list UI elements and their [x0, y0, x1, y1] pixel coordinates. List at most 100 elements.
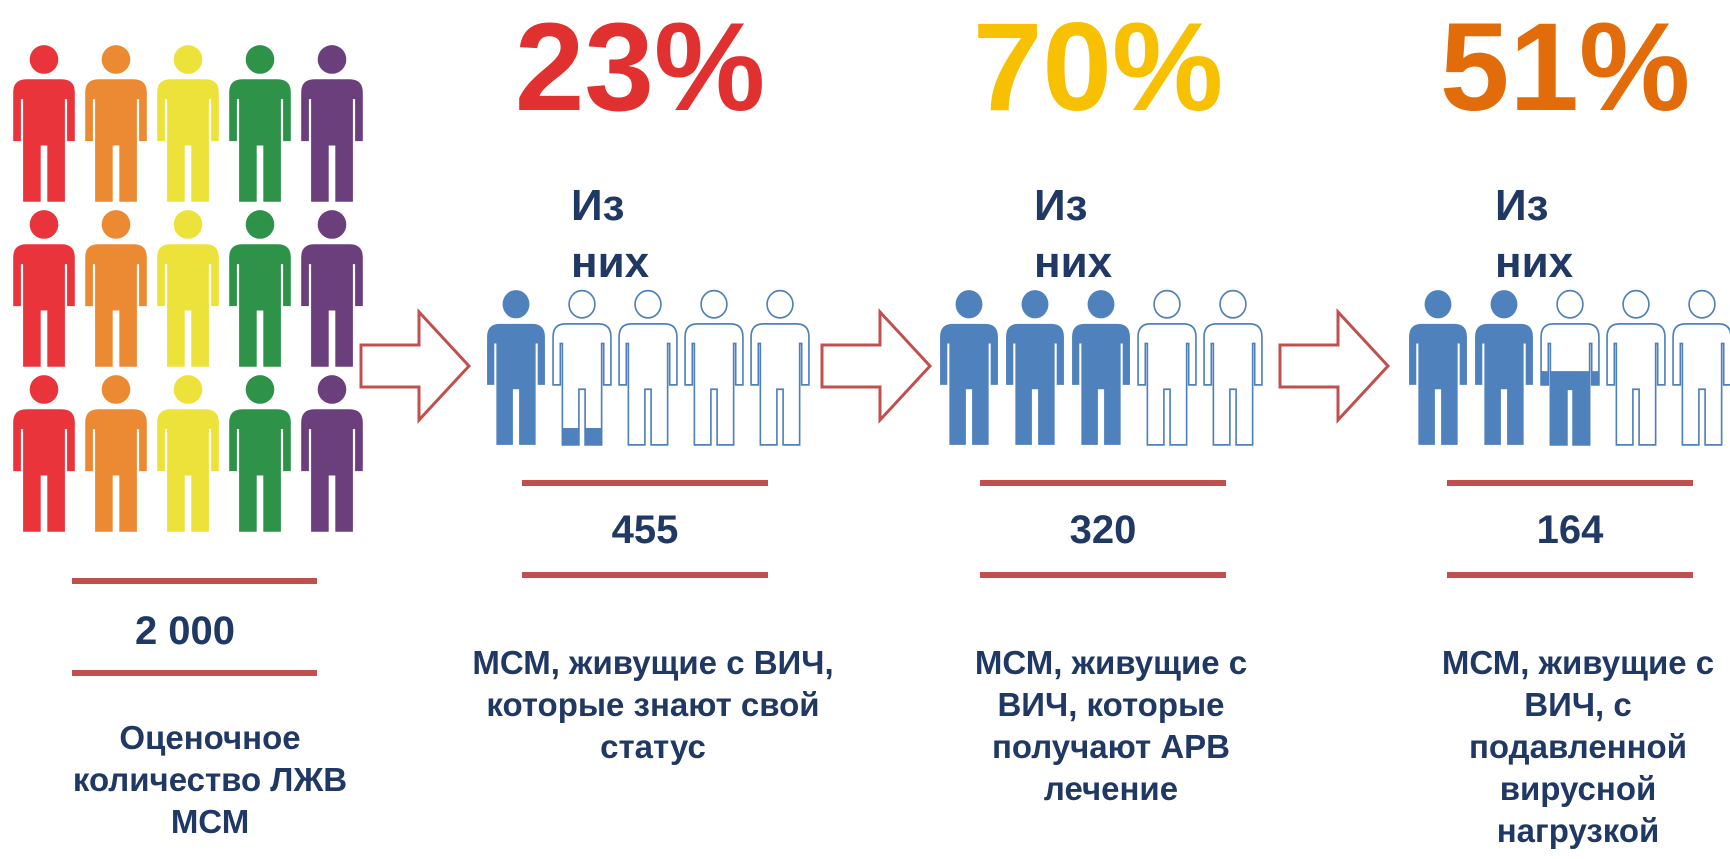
person-icon [229, 45, 291, 202]
person-fill [1541, 371, 1599, 445]
person-icon [684, 289, 744, 446]
person-body [301, 244, 363, 367]
person-body [1475, 323, 1533, 445]
person-icon [85, 210, 147, 367]
intro: них [1495, 238, 1574, 287]
person-icon [1072, 290, 1130, 445]
person-head [1021, 290, 1049, 319]
person-body [85, 79, 147, 202]
person-body [1606, 322, 1666, 446]
person-body [85, 409, 147, 532]
intro: них [571, 238, 650, 287]
person-icon [301, 210, 363, 367]
stage-label: МСМ, живущие с [1442, 644, 1714, 681]
person-icon [301, 375, 363, 532]
person-head [245, 375, 275, 404]
person-icon [1672, 289, 1730, 446]
person-body [1006, 323, 1064, 445]
person-body [1137, 322, 1197, 446]
stage-label: ВИЧ, с [1524, 686, 1631, 723]
stage-label: ВИЧ, которые [997, 686, 1224, 723]
person-icon [750, 289, 810, 446]
percent: 23% [515, 0, 765, 137]
person-head [1424, 290, 1452, 319]
person-head [1087, 290, 1115, 319]
stage-label: получают АРВ [992, 728, 1230, 765]
stage-count: 320 [1070, 508, 1137, 552]
person-icon [85, 375, 147, 532]
person-icon [1409, 290, 1467, 445]
stage-label: подавленной [1469, 728, 1687, 765]
person-body [684, 322, 744, 446]
total-label: Оценочное [119, 719, 300, 756]
person-head [317, 375, 347, 404]
person-icon [1137, 289, 1197, 446]
stage-label: которые знают свой [486, 686, 819, 723]
person-body [229, 409, 291, 532]
person-body [1203, 322, 1263, 446]
total-label: количество ЛЖВ [73, 761, 347, 798]
person-head [29, 45, 59, 74]
arrow [1278, 308, 1391, 424]
stage-label: МСМ, живущие с [975, 644, 1247, 681]
stage-label: лечение [1044, 770, 1178, 807]
intro: Из [1495, 181, 1549, 230]
person-body [618, 322, 678, 446]
person-head [502, 290, 530, 319]
person-head [700, 289, 728, 319]
person-head [245, 210, 275, 239]
person-body [1072, 323, 1130, 445]
person-icon [229, 375, 291, 532]
stage-label: МСМ, живущие с ВИЧ, [472, 644, 833, 681]
stage-count: 455 [612, 508, 679, 552]
person-body [940, 323, 998, 445]
intro: них [1034, 238, 1113, 287]
person-icon [1475, 290, 1533, 445]
person-icon [157, 375, 219, 532]
person-body [1409, 323, 1467, 445]
person-head [245, 45, 275, 74]
person-head [101, 375, 131, 404]
person-body [13, 244, 75, 367]
arrow [820, 308, 933, 424]
person-icon [1606, 289, 1666, 446]
person-head [568, 289, 596, 319]
person-head [955, 290, 983, 319]
person-body [13, 79, 75, 202]
stage-count: 164 [1537, 508, 1604, 552]
percent: 70% [973, 0, 1223, 137]
person-body [229, 244, 291, 367]
person-head [173, 45, 203, 74]
person-head [101, 210, 131, 239]
person-body [301, 409, 363, 532]
person-body [1672, 322, 1730, 446]
person-head [766, 289, 794, 319]
person-head [29, 375, 59, 404]
person-head [173, 210, 203, 239]
person-icon [157, 45, 219, 202]
person-head [317, 45, 347, 74]
percent: 51% [1440, 0, 1690, 137]
person-head [1153, 289, 1181, 319]
person-head [101, 45, 131, 74]
person-fill [562, 428, 602, 445]
person-head [173, 375, 203, 404]
person-head [634, 289, 662, 319]
stage-label: вирусной [1500, 770, 1657, 807]
person-body [13, 409, 75, 532]
person-icon [552, 289, 612, 446]
stage-label: статус [600, 728, 706, 765]
person-icon [487, 290, 545, 445]
person-head [1622, 289, 1650, 319]
person-body [487, 323, 545, 445]
person-icon [85, 45, 147, 202]
arrow [359, 308, 472, 424]
person-icon [618, 289, 678, 446]
person-body [750, 322, 810, 446]
person-icon [13, 45, 75, 202]
person-head [1688, 289, 1716, 319]
person-head [317, 210, 347, 239]
person-body [157, 409, 219, 532]
person-icon [229, 210, 291, 367]
